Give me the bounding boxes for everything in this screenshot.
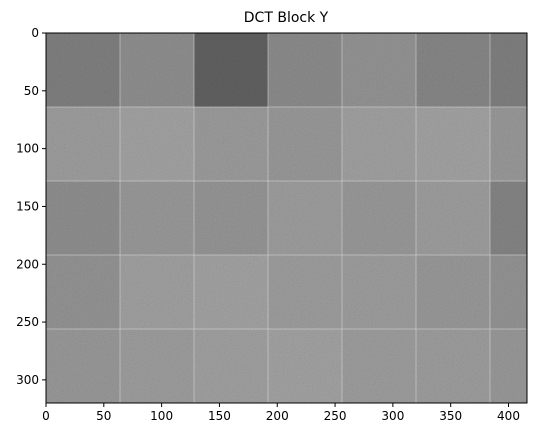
y-tick-label: 100 [16, 142, 39, 156]
y-tick-label: 250 [16, 315, 39, 329]
y-tick-label: 50 [24, 84, 39, 98]
x-tick-label: 300 [381, 409, 404, 423]
plot-frame [45, 32, 528, 404]
chart-title: DCT Block Y [244, 10, 329, 26]
x-tick-label: 400 [497, 409, 520, 423]
x-tick-label: 0 [42, 409, 50, 423]
x-tick-label: 350 [439, 409, 462, 423]
x-tick-label: 100 [150, 409, 173, 423]
x-tick-label: 50 [96, 409, 111, 423]
x-tick-label: 200 [266, 409, 289, 423]
y-tick-label: 150 [16, 199, 39, 213]
y-axis: 0 50 100 150 200 250 300 [16, 26, 46, 387]
y-tick-label: 200 [16, 257, 39, 271]
x-axis: 0 50 100 150 200 250 300 350 400 [42, 403, 520, 423]
x-tick-label: 250 [324, 409, 347, 423]
y-tick-label: 300 [16, 373, 39, 387]
y-tick-label: 0 [31, 26, 39, 40]
x-tick-label: 150 [208, 409, 231, 423]
block-boundaries [46, 33, 527, 403]
texture-overlay [46, 33, 527, 403]
